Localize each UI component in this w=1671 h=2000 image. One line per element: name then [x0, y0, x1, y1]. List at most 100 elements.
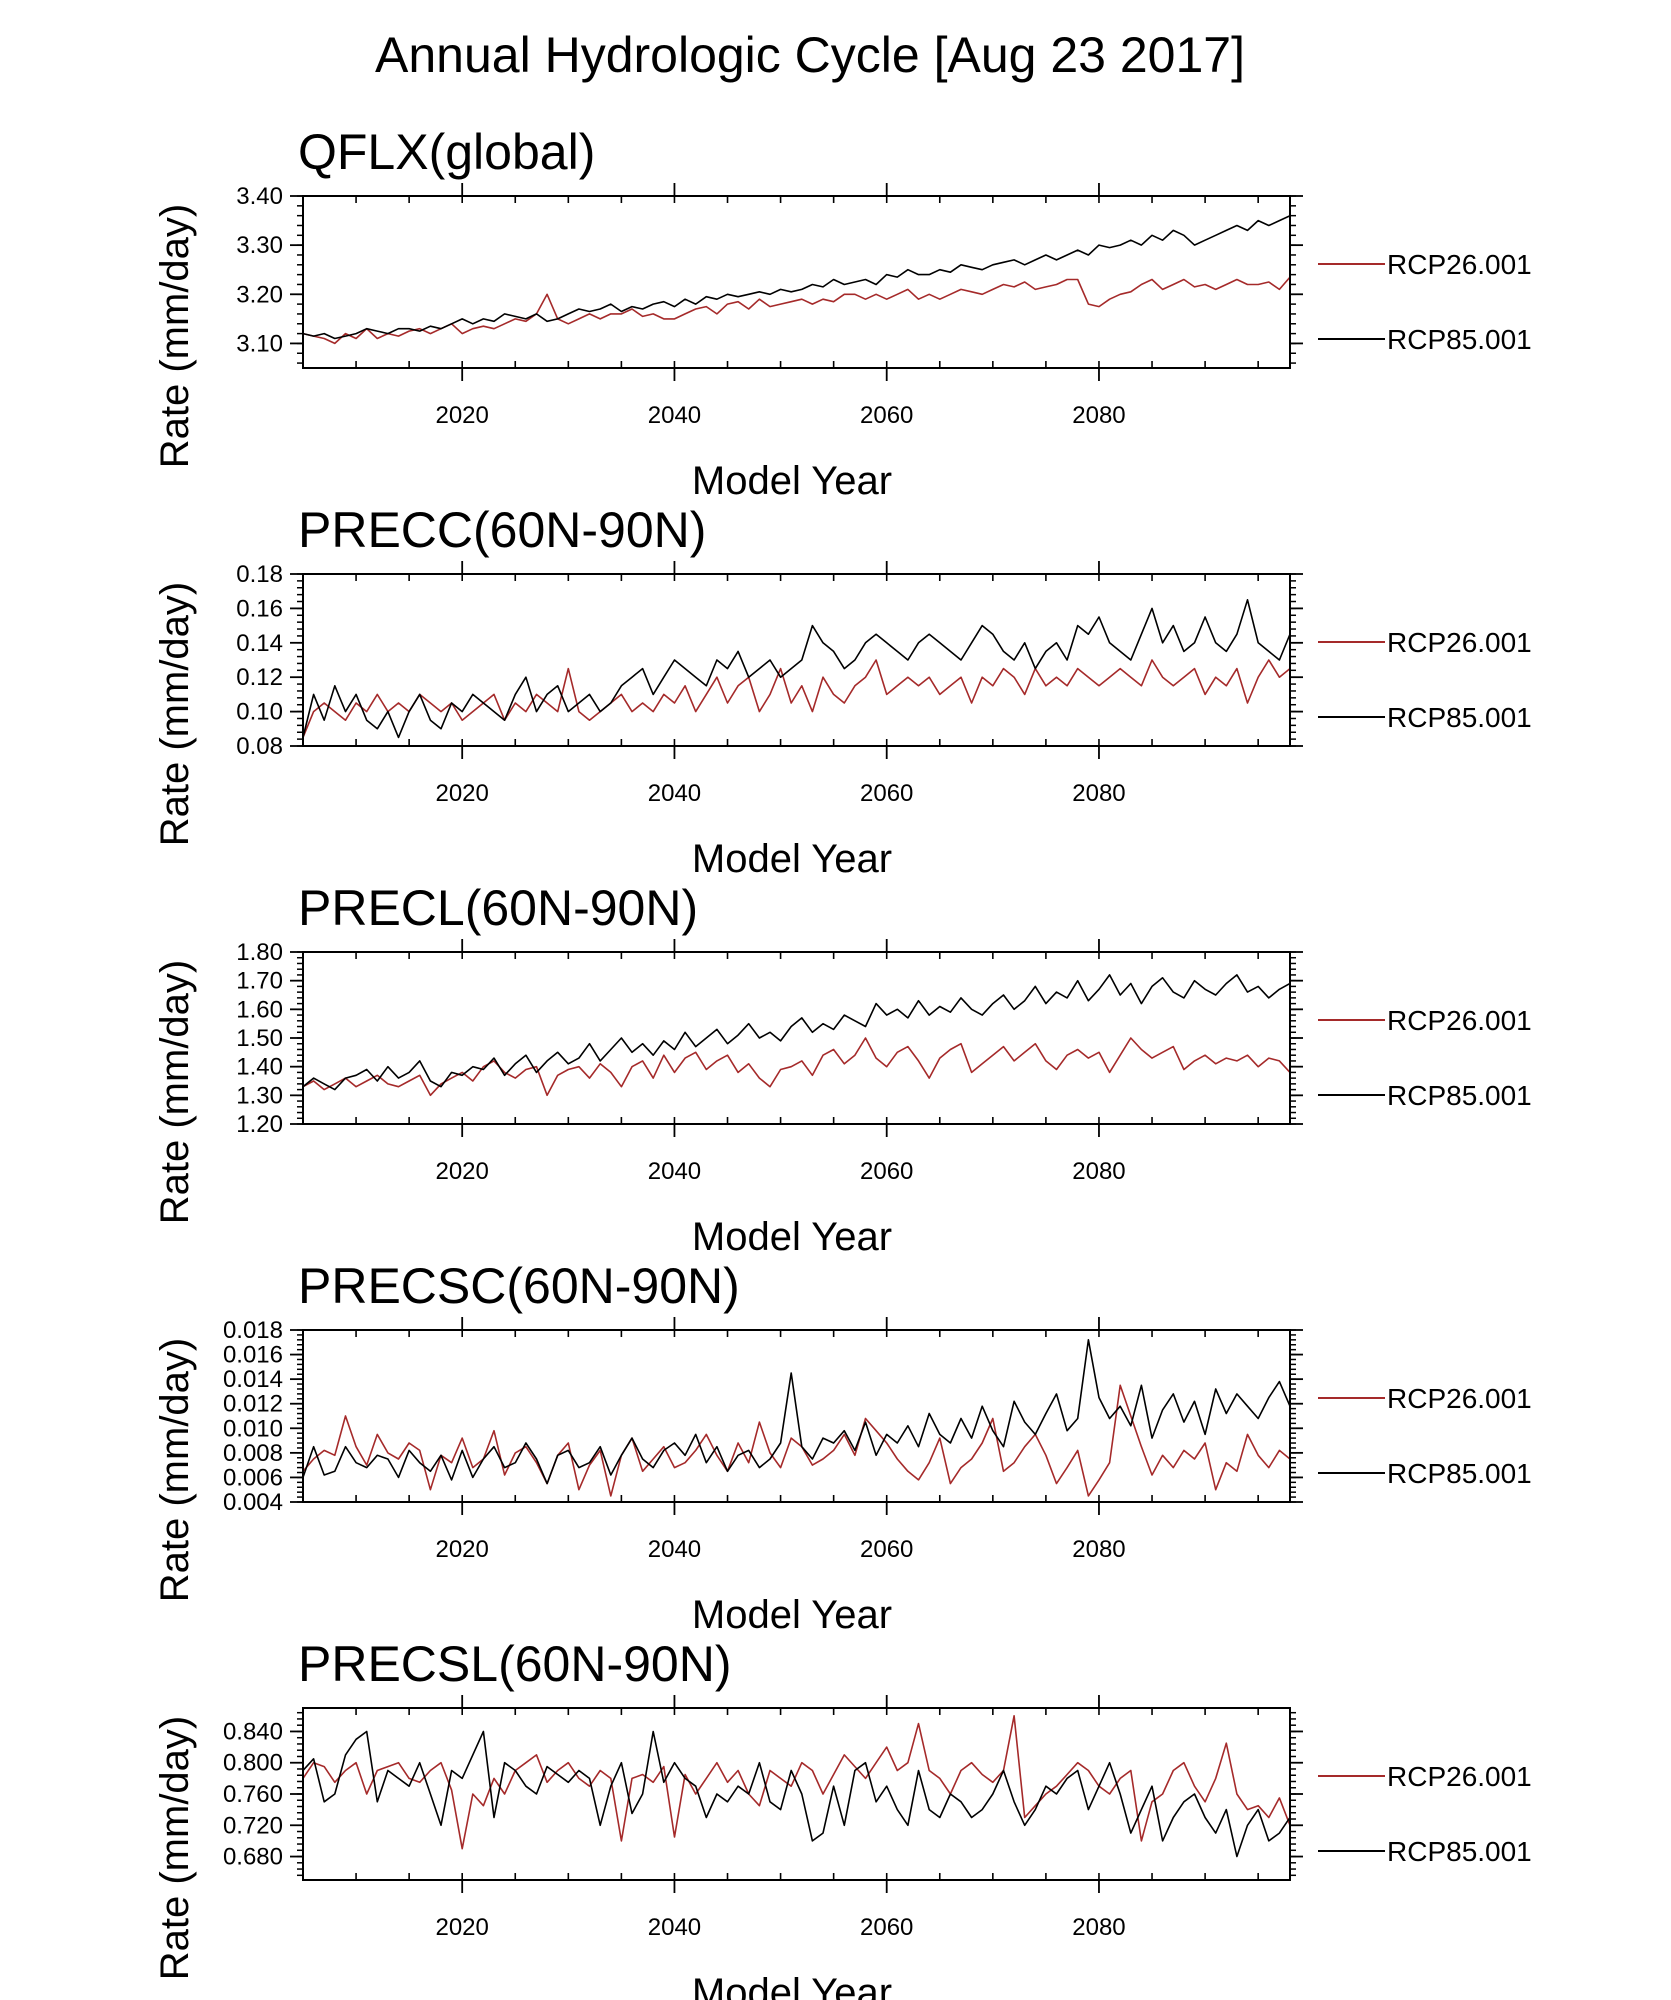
panel-title: PRECC(60N-90N) [298, 502, 706, 558]
y-tick-label: 0.014 [223, 1366, 283, 1393]
x-tick-label: 2060 [860, 1914, 913, 1941]
y-tick-label: 0.16 [236, 595, 283, 622]
plot-frame [302, 195, 1291, 369]
x-tick-label: 2020 [435, 1536, 488, 1563]
y-tick-label: 1.30 [236, 1082, 283, 1109]
series-line-rcp85-001 [303, 598, 1290, 739]
y-tick-label: 0.008 [223, 1440, 283, 1467]
plot-frame [302, 951, 1291, 1125]
panel-title: PRECL(60N-90N) [298, 880, 698, 936]
y-tick-label: 0.760 [223, 1781, 283, 1808]
plot-frame [302, 573, 1291, 747]
x-tick-label: 2020 [435, 402, 488, 429]
x-tick-label: 2080 [1072, 780, 1125, 807]
series-line-rcp26-001 [303, 1715, 1290, 1850]
x-tick-label: 2040 [648, 402, 701, 429]
y-tick-label: 3.20 [236, 281, 283, 308]
y-tick-label: 0.840 [223, 1718, 283, 1745]
y-tick-label: 0.016 [223, 1342, 283, 1369]
chart-panel-3: PRECL(60N-90N) Rate (mm/day) Model Year 202… [153, 880, 1532, 1259]
y-tick-label: 0.010 [223, 1415, 283, 1442]
y-tick-label: 0.18 [236, 561, 283, 588]
y-axis-label: Rate (mm/day) [153, 582, 197, 847]
plot-frame [302, 1707, 1291, 1881]
legend-label: RCP26.001 [1387, 1383, 1532, 1414]
y-tick-label: 0.012 [223, 1391, 283, 1418]
chart-panel-2: PRECC(60N-90N) Rate (mm/day) Model Year 202… [153, 502, 1532, 881]
series-group [303, 598, 1290, 739]
series-line-rcp85-001 [303, 1730, 1290, 1858]
panel-title: QFLX(global) [298, 124, 595, 180]
y-axis-label: Rate (mm/day) [153, 204, 197, 469]
x-axis-label: Model Year [692, 1971, 892, 2000]
chart-panel-1: QFLX(global) Rate (mm/day) Model Year 2020 2… [153, 124, 1532, 503]
legend-label: RCP85.001 [1387, 1458, 1532, 1489]
y-tick-label: 1.60 [236, 996, 283, 1023]
y-tick-label: 3.30 [236, 232, 283, 259]
x-tick-label: 2040 [648, 780, 701, 807]
y-tick-label: 0.004 [223, 1489, 283, 1516]
panel-title: PRECSL(60N-90N) [298, 1636, 731, 1692]
x-tick-label: 2060 [860, 1536, 913, 1563]
y-tick-label: 0.08 [236, 733, 283, 760]
y-tick-label: 0.800 [223, 1750, 283, 1777]
y-tick-label: 0.720 [223, 1812, 283, 1839]
y-tick-label: 1.50 [236, 1025, 283, 1052]
x-tick-label: 2020 [435, 1914, 488, 1941]
panel-title: PRECSC(60N-90N) [298, 1258, 740, 1314]
legend-label: RCP85.001 [1387, 702, 1532, 733]
y-tick-label: 1.40 [236, 1054, 283, 1081]
x-tick-label: 2060 [860, 780, 913, 807]
series-line-rcp85-001 [303, 974, 1290, 1091]
y-tick-label: 3.10 [236, 330, 283, 357]
y-tick-label: 0.14 [236, 630, 283, 657]
y-tick-label: 1.20 [236, 1111, 283, 1138]
series-group [303, 974, 1290, 1097]
series-line-rcp85-001 [303, 1339, 1290, 1485]
legend-label: RCP26.001 [1387, 627, 1532, 658]
series-group [303, 214, 1290, 345]
legend-label: RCP26.001 [1387, 1005, 1532, 1036]
chart-panel-4: PRECSC(60N-90N) Rate (mm/day) Model Year 20… [153, 1258, 1532, 1637]
x-axis-label: Model Year [692, 1593, 892, 1637]
legend-label: RCP26.001 [1387, 249, 1532, 280]
x-tick-label: 2040 [648, 1536, 701, 1563]
y-tick-label: 0.12 [236, 664, 283, 691]
y-tick-label: 0.10 [236, 699, 283, 726]
x-tick-label: 2080 [1072, 1914, 1125, 1941]
y-axis-label: Rate (mm/day) [153, 1716, 197, 1981]
x-axis-label: Model Year [692, 459, 892, 503]
series-group [303, 1339, 1290, 1497]
y-tick-label: 0.018 [223, 1317, 283, 1344]
y-axis-label: Rate (mm/day) [153, 960, 197, 1225]
figure-title: Annual Hydrologic Cycle [Aug 23 2017] [375, 27, 1245, 83]
y-tick-label: 3.40 [236, 183, 283, 210]
series-line-rcp85-001 [303, 214, 1290, 340]
plot-frame [302, 1329, 1291, 1503]
x-tick-label: 2020 [435, 1158, 488, 1185]
legend-label: RCP26.001 [1387, 1761, 1532, 1792]
series-line-rcp26-001 [303, 1037, 1290, 1097]
x-tick-label: 2040 [648, 1158, 701, 1185]
x-tick-label: 2080 [1072, 1158, 1125, 1185]
legend-label: RCP85.001 [1387, 324, 1532, 355]
y-tick-label: 0.006 [223, 1464, 283, 1491]
x-tick-label: 2040 [648, 1914, 701, 1941]
y-axis-label: Rate (mm/day) [153, 1338, 197, 1603]
legend-label: RCP85.001 [1387, 1836, 1532, 1867]
chart-panel-5: PRECSL(60N-90N) Rate (mm/day) Model Year 20… [153, 1636, 1532, 2000]
x-tick-label: 2060 [860, 1158, 913, 1185]
x-axis-label: Model Year [692, 837, 892, 881]
panels: QFLX(global) Rate (mm/day) Model Year 2020 2… [153, 124, 1532, 2000]
series-line-rcp26-001 [303, 659, 1290, 738]
series-line-rcp26-001 [303, 276, 1290, 345]
x-axis-label: Model Year [692, 1215, 892, 1259]
y-tick-label: 1.70 [236, 968, 283, 995]
x-tick-label: 2080 [1072, 402, 1125, 429]
x-tick-label: 2020 [435, 780, 488, 807]
legend-label: RCP85.001 [1387, 1080, 1532, 1111]
series-group [303, 1715, 1290, 1858]
x-tick-label: 2080 [1072, 1536, 1125, 1563]
